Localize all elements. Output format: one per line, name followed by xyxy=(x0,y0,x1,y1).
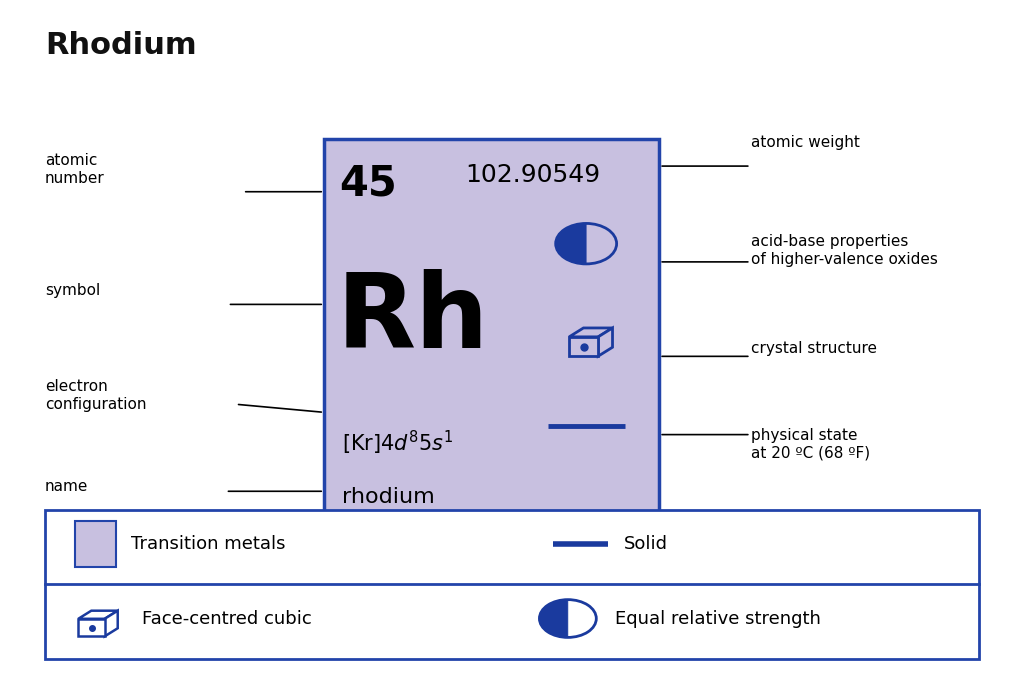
Wedge shape xyxy=(540,600,568,637)
FancyBboxPatch shape xyxy=(75,520,116,567)
Text: symbol: symbol xyxy=(45,283,100,298)
FancyBboxPatch shape xyxy=(325,139,659,531)
Text: acid-base properties
of higher-valence oxides: acid-base properties of higher-valence o… xyxy=(751,234,938,266)
Text: $\mathrm{[Kr]4}d^{\mathrm{8}}\mathrm{5}s^{\mathrm{1}}$: $\mathrm{[Kr]4}d^{\mathrm{8}}\mathrm{5}s… xyxy=(342,429,454,457)
Polygon shape xyxy=(78,611,118,619)
FancyBboxPatch shape xyxy=(45,510,979,658)
Text: electron
configuration: electron configuration xyxy=(45,379,146,412)
Text: Rhodium: Rhodium xyxy=(45,31,197,60)
Text: 45: 45 xyxy=(339,163,397,205)
Polygon shape xyxy=(104,611,118,637)
Text: atomic
number: atomic number xyxy=(45,153,104,186)
Text: Solid: Solid xyxy=(624,535,668,553)
Text: 102.90549: 102.90549 xyxy=(465,163,600,186)
Text: name: name xyxy=(45,479,88,494)
Text: physical state
at 20 ºC (68 ºF): physical state at 20 ºC (68 ºF) xyxy=(751,428,869,460)
Text: Rh: Rh xyxy=(336,268,488,370)
Polygon shape xyxy=(569,328,612,337)
Text: Face-centred cubic: Face-centred cubic xyxy=(142,609,312,628)
Text: Equal relative strength: Equal relative strength xyxy=(614,609,820,628)
Polygon shape xyxy=(598,328,612,356)
Polygon shape xyxy=(569,337,598,356)
Polygon shape xyxy=(78,619,104,637)
Text: rhodium: rhodium xyxy=(342,487,435,507)
Text: atomic weight: atomic weight xyxy=(751,135,859,150)
Text: Transition metals: Transition metals xyxy=(131,535,286,553)
Text: crystal structure: crystal structure xyxy=(751,341,877,356)
Wedge shape xyxy=(556,223,586,264)
